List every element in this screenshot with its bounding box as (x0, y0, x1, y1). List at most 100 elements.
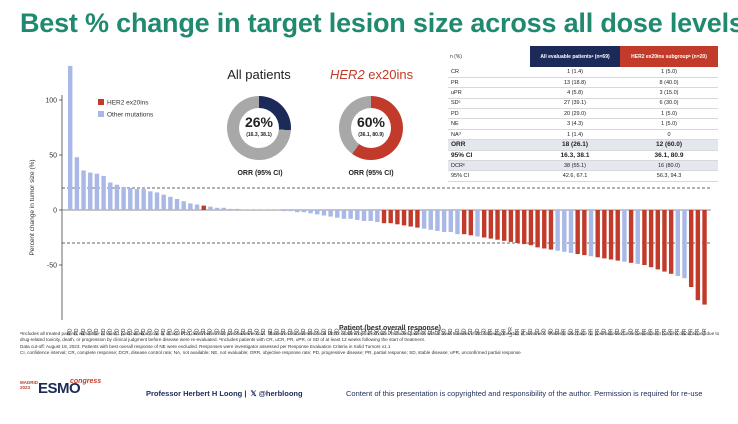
bar (455, 210, 460, 235)
bar (315, 210, 320, 215)
x-tick-label: SD (428, 328, 434, 335)
cell-all: 4 (5.8) (530, 87, 621, 99)
bar (81, 170, 86, 210)
bar (582, 210, 587, 256)
bar (642, 210, 647, 265)
cell-her2: 6 (30.0) (620, 98, 718, 110)
bar (668, 210, 674, 274)
x-tick-label: SD (181, 328, 187, 335)
bar (321, 210, 327, 216)
bar (208, 206, 213, 210)
bar (702, 210, 707, 305)
bar (508, 210, 514, 242)
cell-all: 18 (26.1) (530, 139, 621, 151)
bar (522, 210, 527, 245)
x-tick-label: SD (535, 328, 541, 335)
bar (174, 199, 180, 210)
table-row: CR 1 (1.4) 1 (5.0) (448, 67, 718, 78)
x-tick-label: SD (355, 328, 361, 335)
x-tick-label: PR (495, 328, 501, 335)
x-tick-label: SD (528, 328, 534, 335)
cell-all: 13 (18.8) (530, 77, 621, 89)
logo-city: MADRID (20, 380, 38, 385)
row-label: SDᶜ (448, 98, 530, 110)
cell-all: 1 (1.4) (530, 67, 621, 78)
x-tick-label: PR (515, 328, 521, 335)
x-tick-label: SD (261, 328, 267, 335)
bar (268, 209, 273, 210)
bar (261, 209, 267, 210)
table-header-all: All evaluable patientsᵃ (n=69) (530, 46, 621, 67)
x-tick-label: PD (101, 328, 107, 335)
row-label: DCRᵉ (448, 160, 530, 172)
y-tick-label: 0 (53, 208, 57, 215)
x-tick-label: SD (408, 328, 414, 335)
bar (595, 210, 600, 258)
bar (148, 191, 153, 210)
cell-all: 20 (29.0) (530, 108, 621, 120)
bar (74, 157, 80, 210)
x-tick-label: SD (415, 328, 421, 335)
bar (188, 203, 193, 210)
x-tick-label: PR (695, 328, 701, 335)
bar (515, 210, 520, 243)
x-tick-label: SD (435, 328, 441, 335)
x-tick-label: SD (234, 328, 240, 335)
x-tick-label: SD (375, 328, 381, 335)
bar (381, 210, 387, 224)
x-tick-label: PR (562, 328, 568, 335)
x-tick-label: SD (395, 328, 401, 335)
x-tick-label: SD (214, 328, 220, 335)
bar (428, 210, 433, 230)
table-row: NAᵈ 1 (1.4) 0 (448, 129, 718, 141)
bar (568, 210, 574, 253)
row-label: 95% CI (448, 170, 530, 182)
x-tick-label: SD (555, 328, 561, 335)
bar (488, 210, 494, 239)
donut-her2-caption: ORR (95% CI) (348, 170, 394, 177)
donut-her2-ci: (36.1, 80.9) (358, 132, 384, 138)
bar (608, 210, 614, 260)
row-label: ORR (448, 139, 530, 151)
bar (335, 210, 340, 218)
table-body: CR 1 (1.4) 1 (5.0) PR 13 (18.8) 8 (40.0) uPR 4 … (448, 67, 718, 182)
x-tick-label: uPR (508, 327, 514, 337)
bar (181, 201, 186, 210)
response-table: n (%) All evaluable patientsᵃ (n=69) HER… (448, 46, 718, 182)
presenter-credit: Professor Herbert H Loong | 𝕏 @herbloong (146, 389, 303, 398)
x-tick-label: PD (94, 328, 100, 335)
x-tick-label: PR (675, 328, 681, 335)
bar (461, 210, 467, 235)
x-tick-label: SD (368, 328, 374, 335)
bar (248, 209, 253, 210)
x-tick-label: PD (114, 328, 120, 335)
legend-label-her2: HER2 ex20ins (107, 100, 149, 107)
x-tick-label: SD (475, 328, 481, 335)
bar (682, 210, 687, 279)
bar (555, 210, 560, 251)
x-tick-label: SD (441, 328, 447, 335)
legend-swatch-other (98, 111, 104, 117)
x-tick-label: CR (702, 328, 708, 336)
row-label: uPR (448, 87, 530, 99)
x-tick-label: SD (341, 328, 347, 335)
presenter-handle: @herbloong (258, 389, 303, 398)
row-label: NAᵈ (448, 129, 530, 141)
table-header-row: n (%) All evaluable patientsᵃ (n=69) HER… (448, 46, 718, 67)
table-row: DCRᵉ 38 (55.1) 16 (80.0) (448, 160, 718, 172)
bar (361, 210, 367, 221)
table-row: ORR 18 (26.1) 12 (60.0) (448, 139, 718, 151)
x-tick-label: SD (468, 328, 474, 335)
x-tick-label: SD (228, 328, 234, 335)
y-tick-label: 100 (45, 98, 57, 105)
bar (121, 186, 126, 210)
x-tick-label: PD (74, 328, 80, 335)
x-tick-label: SD (628, 328, 634, 335)
bar (468, 210, 474, 236)
donut-all-patients: 26% (16.3, 38.1) (227, 96, 291, 160)
bar (622, 210, 627, 262)
table-row: uPR 4 (5.8) 3 (15.0) (448, 87, 718, 99)
copyright-notice: Content of this presentation is copyrigh… (346, 389, 703, 398)
bar (628, 210, 634, 263)
